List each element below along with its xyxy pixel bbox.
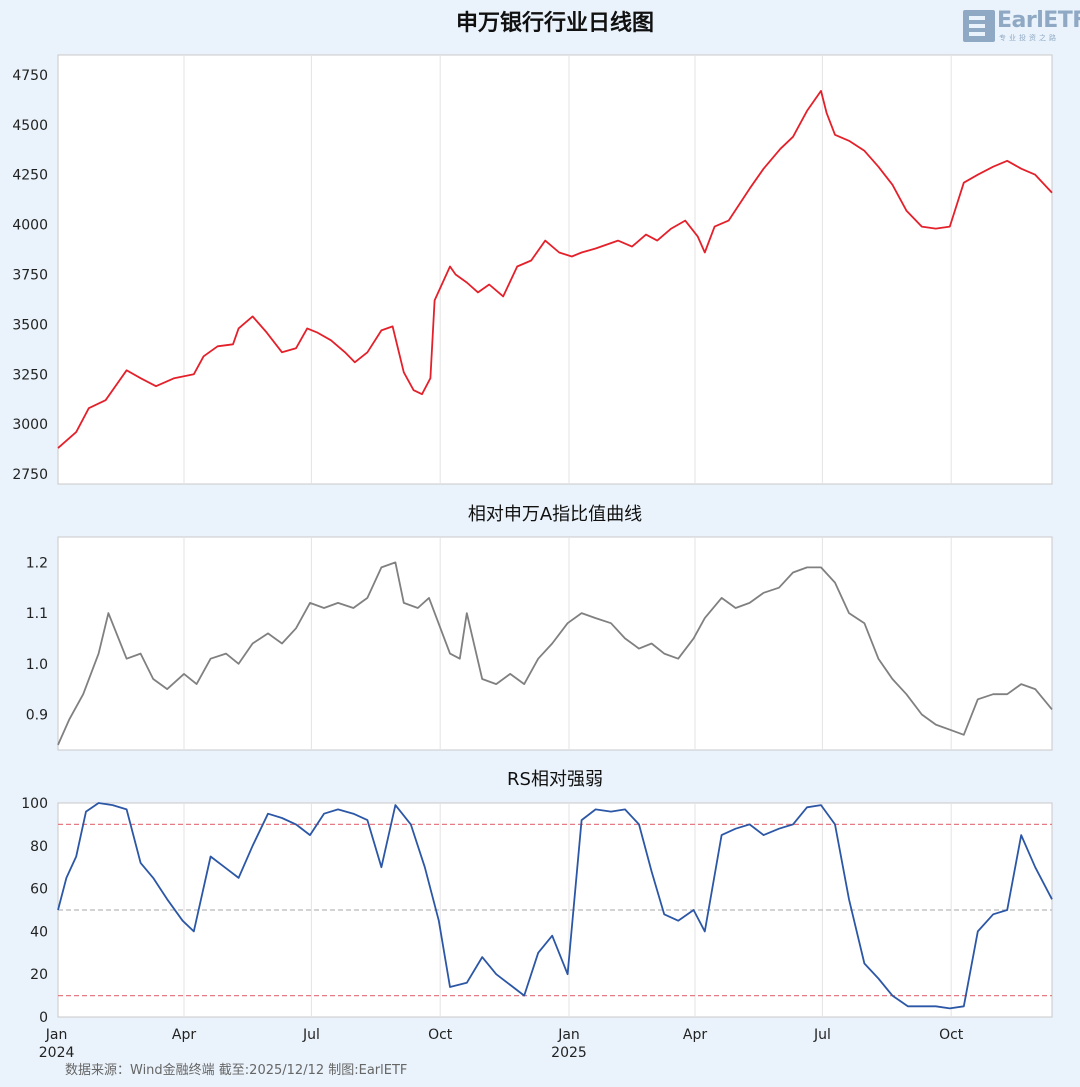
earletf-watermark-logo: EarlETF 专业投资之路 bbox=[963, 8, 1080, 44]
xtick-label-3: Oct bbox=[428, 1027, 453, 1043]
ratio-ytick-label-0: 0.9 bbox=[26, 708, 48, 724]
price-ytick-label-7: 4500 bbox=[12, 118, 48, 134]
xtick-label-7: Oct bbox=[939, 1027, 964, 1043]
price-ytick-label-6: 4250 bbox=[12, 168, 48, 184]
xtick-year-label-4: 2025 bbox=[551, 1045, 587, 1061]
xtick-label-0: Jan bbox=[45, 1027, 68, 1043]
earletf-logo-icon bbox=[963, 10, 995, 42]
rs-ytick-label-0: 0 bbox=[39, 1010, 48, 1026]
price-ytick-label-8: 4750 bbox=[12, 68, 48, 84]
price-ytick-label-4: 3750 bbox=[12, 267, 48, 283]
price-panel-title: 申万银行行业日线图 bbox=[456, 10, 654, 36]
rs-series-line-0 bbox=[57, 802, 1053, 1010]
xtick-label-1: Apr bbox=[172, 1027, 196, 1043]
xtick-year-label-0: 2024 bbox=[39, 1045, 75, 1061]
ratio-ytick-label-1: 1.0 bbox=[26, 657, 48, 673]
xtick-label-6: Jul bbox=[813, 1027, 831, 1043]
ratio-ytick-label-3: 1.2 bbox=[26, 555, 48, 571]
rs-ytick-label-3: 60 bbox=[30, 882, 48, 898]
price-ytick-label-0: 2750 bbox=[12, 467, 48, 483]
logo-brand-text: EarlETF bbox=[997, 8, 1080, 33]
xtick-label-5: Apr bbox=[683, 1027, 707, 1043]
rs-ytick-label-2: 40 bbox=[30, 924, 48, 940]
ratio-series-line-0 bbox=[57, 561, 1053, 746]
xtick-label-4: Jan bbox=[557, 1027, 580, 1043]
footer-source: 数据来源：Wind金融终端 截至:2025/12/12 制图:EarlETF bbox=[65, 1062, 407, 1078]
rs-ytick-label-4: 80 bbox=[30, 839, 48, 855]
price-plot-area bbox=[57, 54, 1053, 485]
rs-ytick-label-1: 20 bbox=[30, 967, 48, 983]
ratio-panel-title: 相对申万A指比值曲线 bbox=[468, 504, 642, 525]
price-ytick-label-5: 4000 bbox=[12, 218, 48, 234]
price-ytick-label-1: 3000 bbox=[12, 417, 48, 433]
logo-sub-text: 专业投资之路 bbox=[999, 34, 1059, 42]
xtick-label-2: Jul bbox=[302, 1027, 320, 1043]
price-ytick-label-2: 3250 bbox=[12, 367, 48, 383]
rs-panel-title: RS相对强弱 bbox=[507, 769, 603, 790]
ratio-plot-area bbox=[57, 536, 1053, 751]
price-series-line-0 bbox=[57, 90, 1053, 449]
rs-ytick-label-5: 100 bbox=[21, 796, 48, 812]
price-ytick-label-3: 3500 bbox=[12, 317, 48, 333]
ratio-ytick-label-2: 1.1 bbox=[26, 606, 48, 622]
